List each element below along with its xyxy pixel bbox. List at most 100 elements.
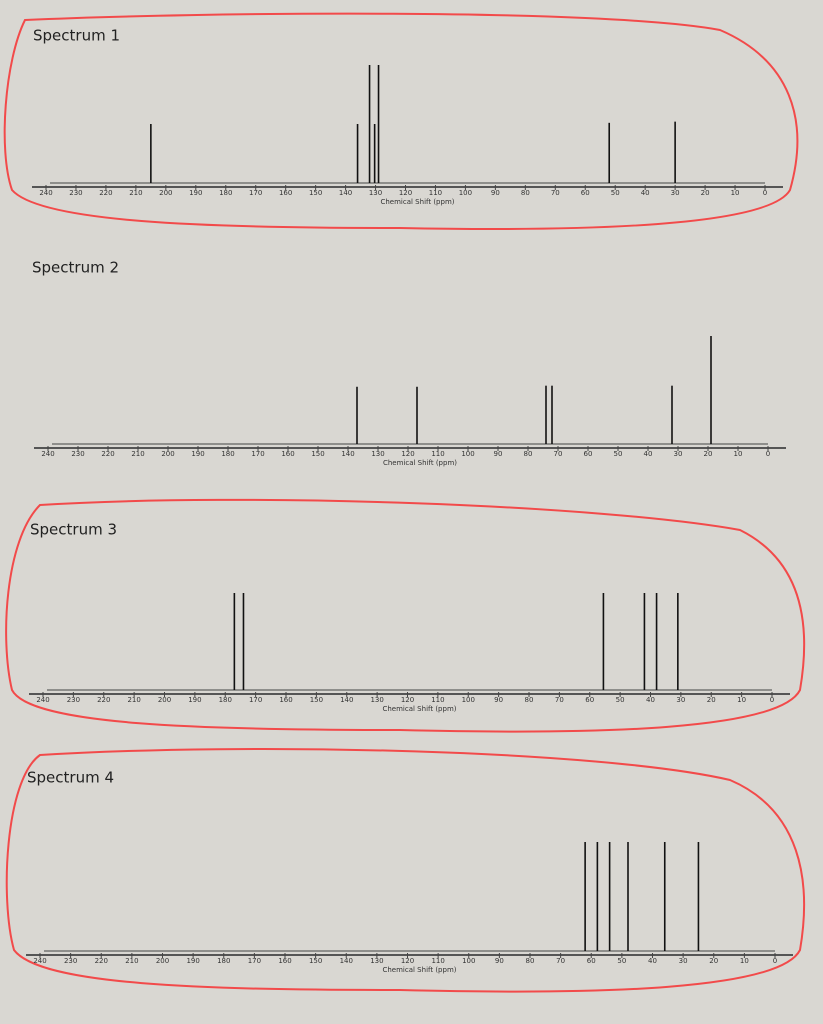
- x-tick-label: 140: [339, 189, 352, 197]
- x-tick-label: 10: [740, 957, 749, 965]
- chart-title: Spectrum 3: [30, 521, 117, 539]
- x-tick-label: 60: [584, 450, 593, 458]
- x-tick-label: 170: [248, 957, 261, 965]
- x-tick-label: 180: [219, 696, 232, 704]
- x-tick-label: 240: [36, 696, 49, 704]
- x-tick-label: 50: [616, 696, 625, 704]
- x-tick-label: 40: [641, 189, 650, 197]
- x-tick-label: 20: [704, 450, 713, 458]
- x-tick-label: 30: [674, 450, 683, 458]
- x-tick-label: 100: [462, 957, 475, 965]
- x-tick-label: 130: [371, 450, 384, 458]
- x-tick-label: 140: [340, 696, 353, 704]
- x-tick-label: 160: [278, 957, 291, 965]
- x-tick-label: 180: [221, 450, 234, 458]
- chart-title: Spectrum 1: [33, 27, 120, 45]
- x-tick-label: 150: [309, 957, 322, 965]
- circle-annotation: [5, 748, 806, 993]
- x-tick-label: 20: [701, 189, 710, 197]
- x-tick-label: 200: [158, 696, 171, 704]
- x-tick-label: 120: [401, 450, 414, 458]
- x-tick-label: 130: [370, 696, 383, 704]
- x-tick-label: 70: [551, 189, 560, 197]
- x-tick-label: 80: [521, 189, 530, 197]
- x-tick-label: 200: [156, 957, 169, 965]
- x-tick-label: 160: [281, 450, 294, 458]
- x-tick-label: 130: [370, 957, 383, 965]
- x-tick-label: 240: [39, 189, 52, 197]
- x-axis-label: Chemical Shift (ppm): [382, 705, 456, 713]
- x-tick-label: 190: [186, 957, 199, 965]
- x-tick-label: 150: [310, 696, 323, 704]
- x-tick-label: 170: [251, 450, 264, 458]
- x-tick-label: 170: [249, 189, 262, 197]
- x-tick-label: 110: [431, 957, 444, 965]
- x-tick-label: 80: [524, 450, 533, 458]
- chart-title: Spectrum 4: [27, 769, 114, 787]
- x-tick-label: 100: [462, 696, 475, 704]
- x-tick-label: 190: [189, 189, 202, 197]
- x-tick-label: 40: [648, 957, 657, 965]
- x-tick-label: 200: [159, 189, 172, 197]
- x-tick-label: 40: [646, 696, 655, 704]
- x-tick-label: 220: [101, 450, 114, 458]
- x-tick-label: 230: [64, 957, 77, 965]
- x-tick-label: 90: [495, 957, 504, 965]
- x-tick-label: 20: [707, 696, 716, 704]
- x-tick-label: 50: [611, 189, 620, 197]
- x-tick-label: 60: [587, 957, 596, 965]
- x-tick-label: 90: [494, 450, 503, 458]
- x-tick-label: 120: [401, 957, 414, 965]
- circle-annotation: [5, 498, 806, 733]
- x-tick-label: 30: [671, 189, 680, 197]
- x-tick-label: 0: [773, 957, 777, 965]
- x-tick-label: 230: [67, 696, 80, 704]
- x-tick-label: 150: [309, 189, 322, 197]
- chart-title: Spectrum 2: [32, 259, 119, 277]
- x-tick-label: 110: [429, 189, 442, 197]
- x-tick-label: 230: [69, 189, 82, 197]
- x-tick-label: 30: [676, 696, 685, 704]
- x-tick-label: 110: [431, 696, 444, 704]
- x-tick-label: 0: [766, 450, 770, 458]
- x-tick-label: 210: [125, 957, 138, 965]
- x-tick-label: 40: [644, 450, 653, 458]
- x-tick-label: 80: [525, 696, 534, 704]
- x-tick-label: 210: [127, 696, 140, 704]
- x-tick-label: 180: [217, 957, 230, 965]
- x-tick-label: 230: [71, 450, 84, 458]
- x-tick-label: 70: [556, 957, 565, 965]
- x-tick-label: 90: [494, 696, 503, 704]
- x-tick-label: 120: [399, 189, 412, 197]
- x-tick-label: 100: [459, 189, 472, 197]
- x-tick-label: 60: [585, 696, 594, 704]
- x-tick-label: 0: [763, 189, 767, 197]
- x-tick-label: 240: [33, 957, 46, 965]
- x-axis-label: Chemical Shift (ppm): [382, 966, 456, 974]
- x-tick-label: 190: [191, 450, 204, 458]
- x-tick-label: 140: [340, 957, 353, 965]
- x-tick-label: 70: [554, 450, 563, 458]
- x-tick-label: 20: [709, 957, 718, 965]
- x-tick-label: 90: [491, 189, 500, 197]
- x-tick-label: 210: [129, 189, 142, 197]
- x-tick-label: 190: [188, 696, 201, 704]
- x-tick-label: 110: [431, 450, 444, 458]
- x-tick-label: 50: [614, 450, 623, 458]
- x-tick-label: 70: [555, 696, 564, 704]
- x-tick-label: 30: [679, 957, 688, 965]
- x-tick-label: 60: [581, 189, 590, 197]
- x-tick-label: 80: [526, 957, 535, 965]
- x-tick-label: 150: [311, 450, 324, 458]
- x-tick-label: 220: [99, 189, 112, 197]
- x-tick-label: 50: [617, 957, 626, 965]
- x-tick-label: 220: [97, 696, 110, 704]
- x-tick-label: 200: [161, 450, 174, 458]
- x-tick-label: 10: [734, 450, 743, 458]
- x-tick-label: 140: [341, 450, 354, 458]
- x-tick-label: 220: [95, 957, 108, 965]
